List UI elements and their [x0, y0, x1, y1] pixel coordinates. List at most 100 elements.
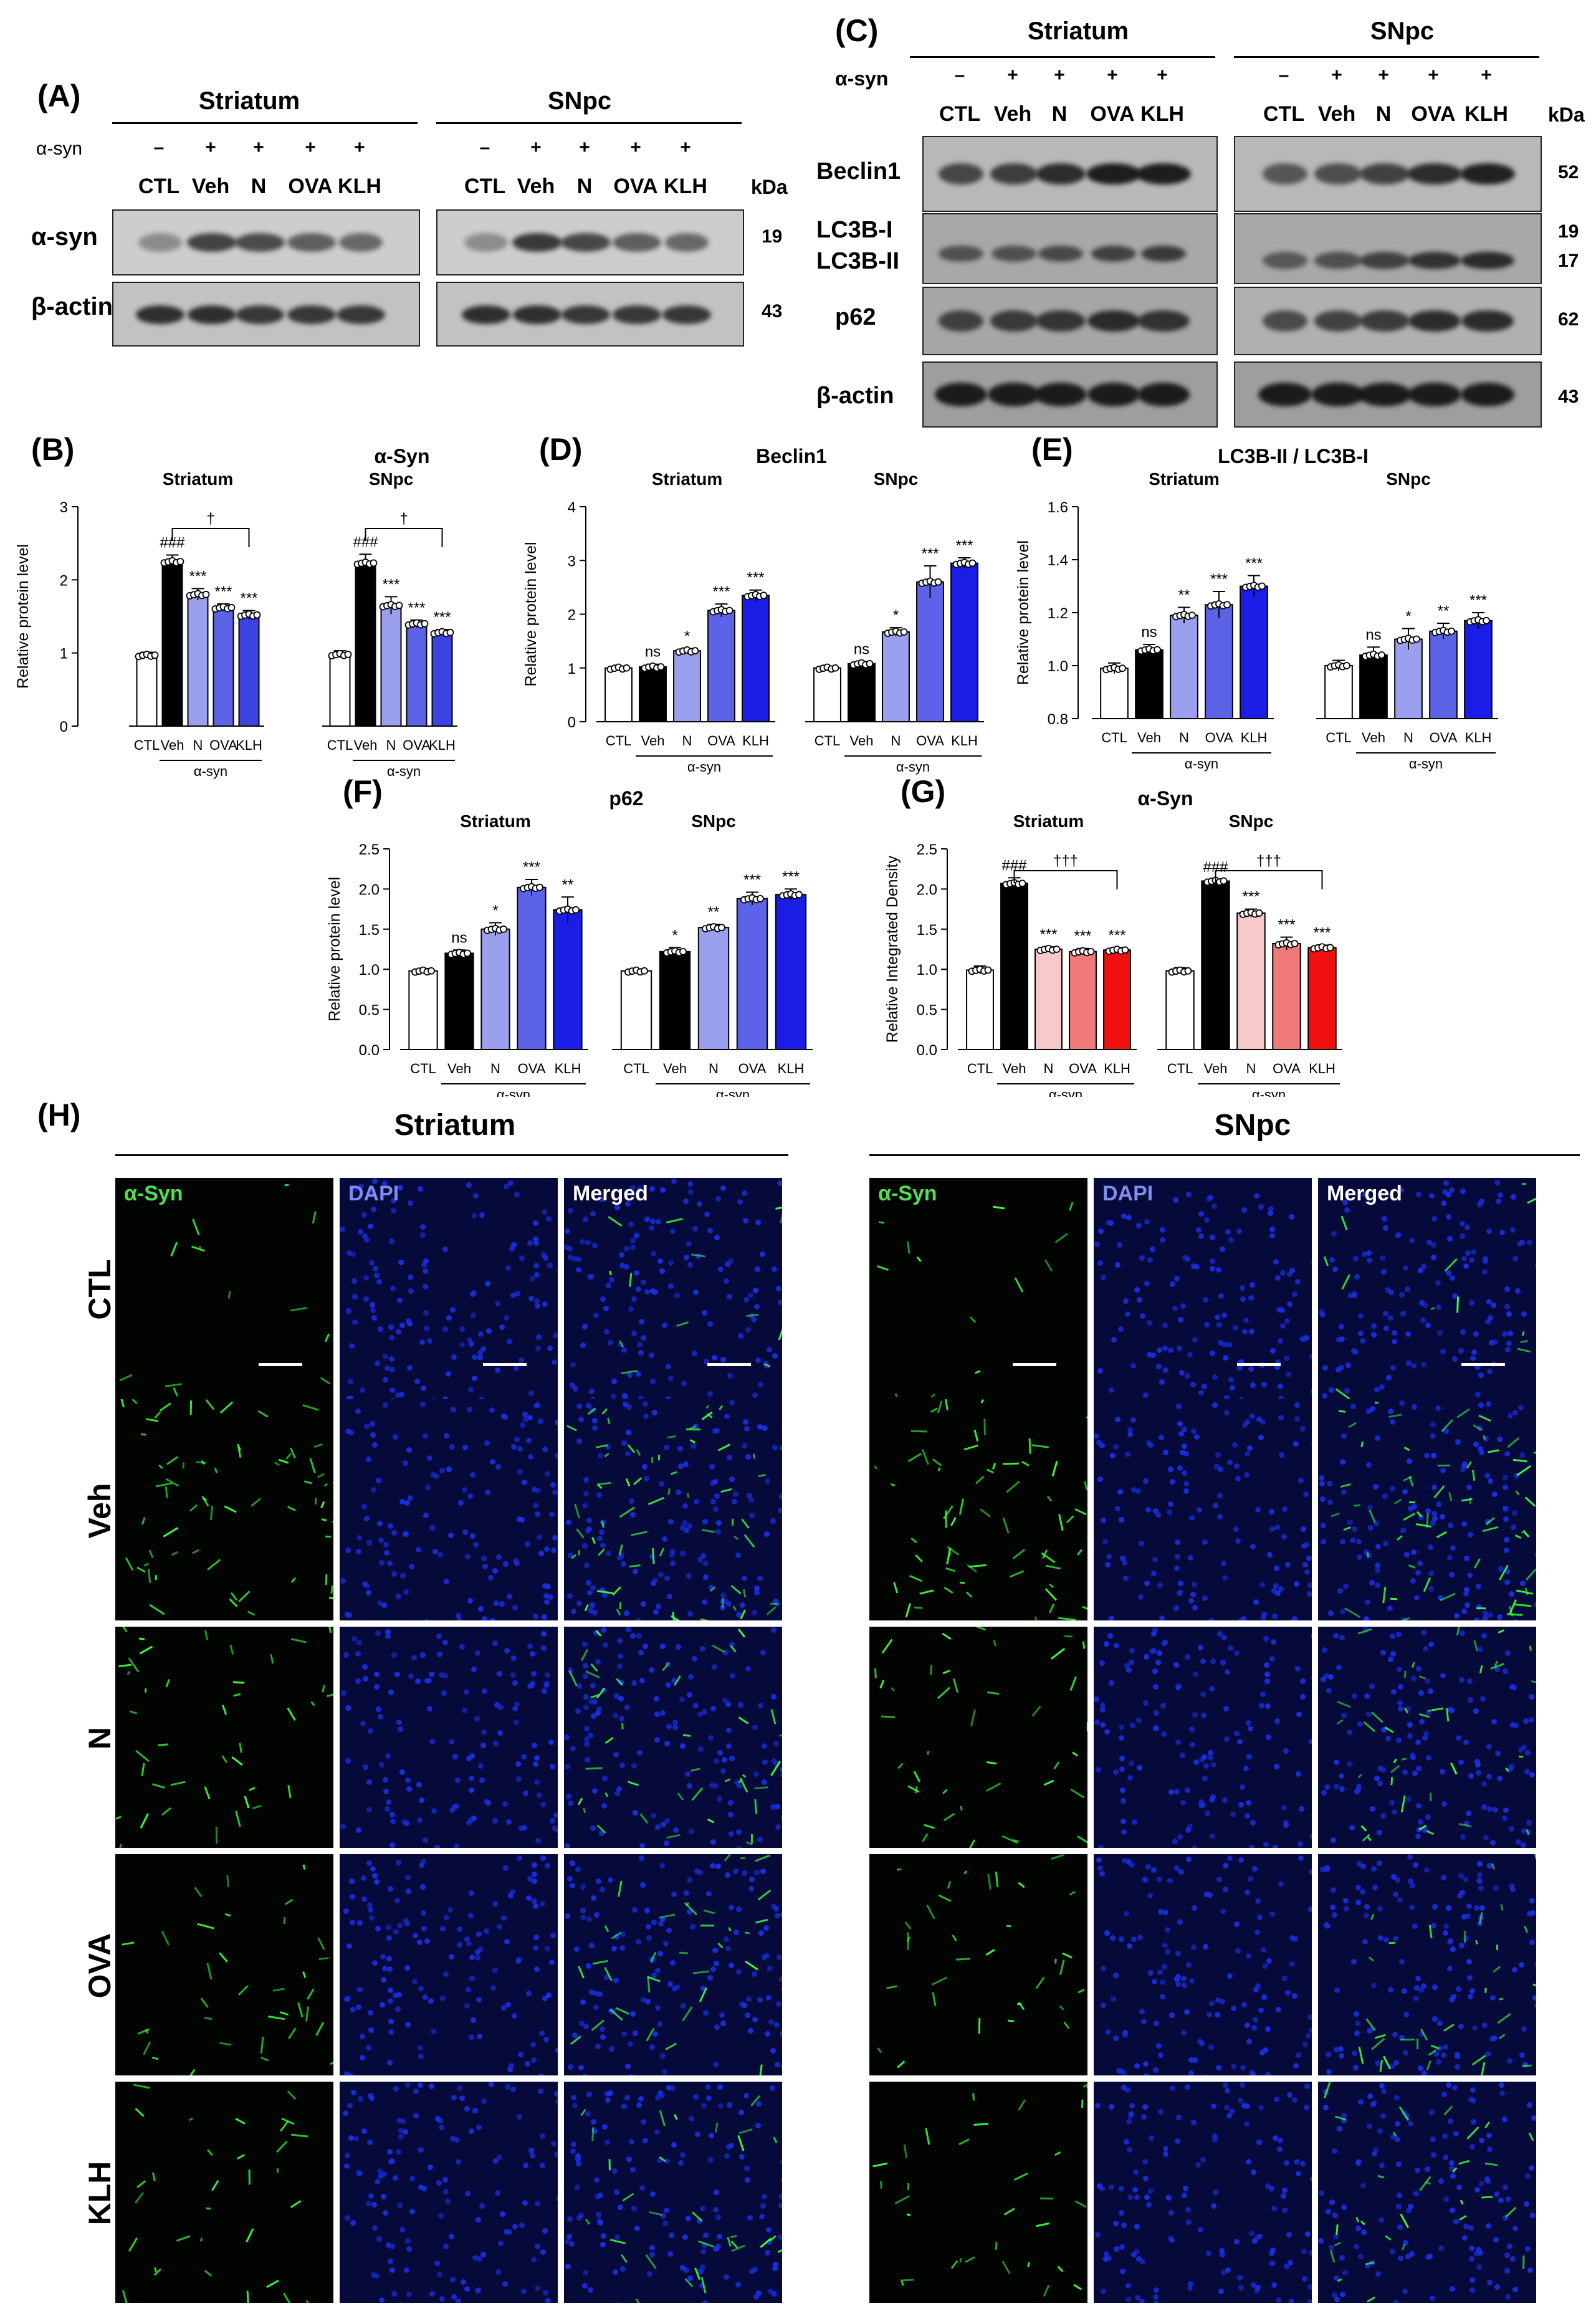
data-point [1188, 611, 1196, 620]
bar [775, 894, 807, 1051]
x-tick-label: N [1179, 730, 1189, 745]
blot-band [1137, 310, 1190, 332]
blot-membrane [922, 213, 1218, 284]
bar [213, 606, 234, 727]
x-tick-label: N [1403, 730, 1413, 745]
y-tick-label: 1.4 [1048, 552, 1068, 569]
y-tick-label: 2.5 [359, 841, 380, 858]
x-tick-label: CTL [606, 733, 632, 749]
data-point [1223, 601, 1231, 609]
micrograph-merged [564, 1627, 782, 1848]
blot-membrane [112, 282, 420, 347]
lane-sign: + [566, 137, 603, 158]
x-tick-label: Veh [1137, 730, 1161, 745]
data-point [1343, 662, 1350, 669]
blot-c-region-striatum: Striatum [972, 17, 1184, 45]
y-tick-label: 0 [568, 714, 576, 731]
lane-group-label: KLH [1125, 102, 1200, 127]
significance-label: *** [1108, 927, 1125, 944]
x-tick-label: CTL [134, 737, 160, 753]
blot-band [1035, 383, 1087, 406]
y-tick-label: 0.0 [359, 1042, 380, 1059]
blot-c-divider-striatum [910, 56, 1215, 58]
micrograph-dapi [340, 1627, 558, 1848]
bracket-label: † [206, 510, 214, 527]
blot-band [990, 310, 1038, 332]
blot-band [462, 305, 510, 324]
chart-title: LC3B-II / LC3B-I [1218, 445, 1369, 467]
blot-band [939, 310, 983, 332]
significance-label: ** [1438, 603, 1450, 620]
data-point [1121, 946, 1129, 954]
group-label: Striatum [1013, 811, 1084, 831]
y-tick-label: 1 [60, 646, 68, 663]
blot-membrane [922, 136, 1218, 212]
significance-label: *** [189, 568, 206, 585]
significance-label: *** [921, 545, 939, 562]
bar [1240, 585, 1268, 719]
blot-band [1314, 252, 1362, 269]
group-label: Striatum [652, 469, 723, 489]
x-tick-label: OVA [1069, 1061, 1097, 1076]
y-tick-label: 1.2 [1048, 605, 1068, 622]
lane-sign: + [994, 65, 1031, 86]
comparison-bracket [1013, 870, 1118, 889]
chart-title: α-Syn [374, 445, 429, 467]
x-tick-label: Veh [850, 733, 874, 749]
bracket-label: ††† [1053, 853, 1078, 869]
micrograph-dapi: DAPI [1094, 1178, 1312, 1399]
group-sublabel: α-syn [1049, 1087, 1082, 1097]
blot-band [1461, 383, 1514, 406]
x-tick-label: KLH [555, 1061, 581, 1076]
x-tick-label: CTL [1326, 730, 1352, 745]
blot-band [236, 305, 284, 324]
micro-region-snpc: SNpc [1116, 1108, 1390, 1142]
data-point [657, 663, 665, 671]
bar [1103, 949, 1131, 1050]
bar [1429, 630, 1458, 719]
bar [813, 667, 841, 722]
y-tick-label: 1.0 [917, 962, 937, 979]
blot-band [1408, 252, 1461, 269]
bar [1170, 615, 1198, 719]
micrograph-merged [564, 1399, 782, 1620]
y-axis-label: Relative protein level [14, 544, 32, 689]
data-point [464, 949, 471, 957]
x-tick-label: OVA [1273, 1061, 1301, 1076]
x-tick-label: KLH [1104, 1061, 1130, 1076]
blot-c-kda-label: kDa [1548, 103, 1585, 127]
bar [1324, 665, 1353, 719]
significance-label: *** [712, 583, 730, 600]
scale-bar [1237, 1363, 1281, 1366]
blot-band [1258, 383, 1312, 406]
y-tick-label: 3 [568, 553, 576, 570]
group-label: Striatum [163, 469, 234, 489]
x-tick-label: OVA [1430, 730, 1458, 745]
lane-group-label: KLH [1449, 102, 1524, 127]
data-point [984, 966, 992, 974]
micrograph-merged [564, 1854, 782, 2075]
x-tick-label: N [891, 733, 901, 749]
blot-band [188, 305, 236, 324]
data-point [202, 590, 210, 598]
y-axis-label: Relative protein level [522, 542, 540, 686]
blot-band [1263, 252, 1307, 269]
data-point [718, 924, 725, 932]
significance-label: *** [433, 609, 451, 626]
x-tick-label: KLH [1309, 1061, 1336, 1076]
y-axis-label: Relative protein level [1015, 540, 1032, 685]
bar [1205, 604, 1233, 719]
significance-label: *** [1245, 555, 1263, 572]
blot-c-kda-17: 17 [1558, 251, 1579, 272]
significance-label: *** [1210, 571, 1228, 588]
blot-band [187, 233, 237, 252]
x-tick-label: KLH [236, 737, 262, 753]
y-tick-label: 2.5 [917, 841, 937, 858]
significance-label: ns [1141, 624, 1157, 641]
micro-channel-label: DAPI [1102, 1182, 1153, 1206]
y-tick-label: 1.0 [1048, 658, 1068, 675]
blot-band [1038, 246, 1083, 262]
group-label: SNpc [874, 469, 919, 489]
bar [444, 952, 474, 1050]
chart-title: Beclin1 [756, 445, 827, 467]
